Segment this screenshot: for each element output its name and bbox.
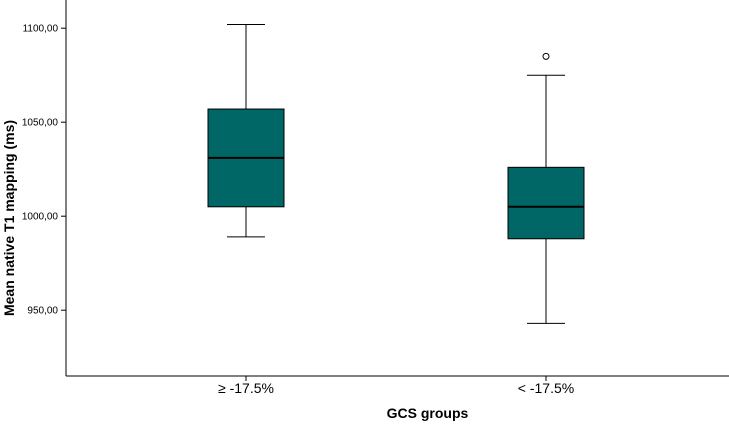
y-ticks: 950,00 1000,00 1050,00 1100,00 <box>22 24 66 317</box>
boxes <box>207 23 585 324</box>
x-tick-label: ≥ -17.5% <box>218 380 274 396</box>
y-tick-label: 1000,00 <box>22 212 59 223</box>
x-ticks: ≥ -17.5% < -17.5% <box>218 376 574 396</box>
y-tick-label: 1050,00 <box>22 118 59 129</box>
axes <box>65 0 729 377</box>
y-tick-label: 950,00 <box>27 306 58 317</box>
box-group <box>207 23 285 238</box>
x-axis-title: GCS groups <box>387 405 469 421</box>
y-tick-label: 1100,00 <box>23 24 59 35</box>
x-tick-label: < -17.5% <box>518 380 574 396</box>
iqr-box <box>507 166 585 240</box>
box-group <box>507 52 585 324</box>
outlier-point <box>542 52 550 60</box>
y-axis-title: Mean native T1 mapping (ms) <box>1 120 17 316</box>
